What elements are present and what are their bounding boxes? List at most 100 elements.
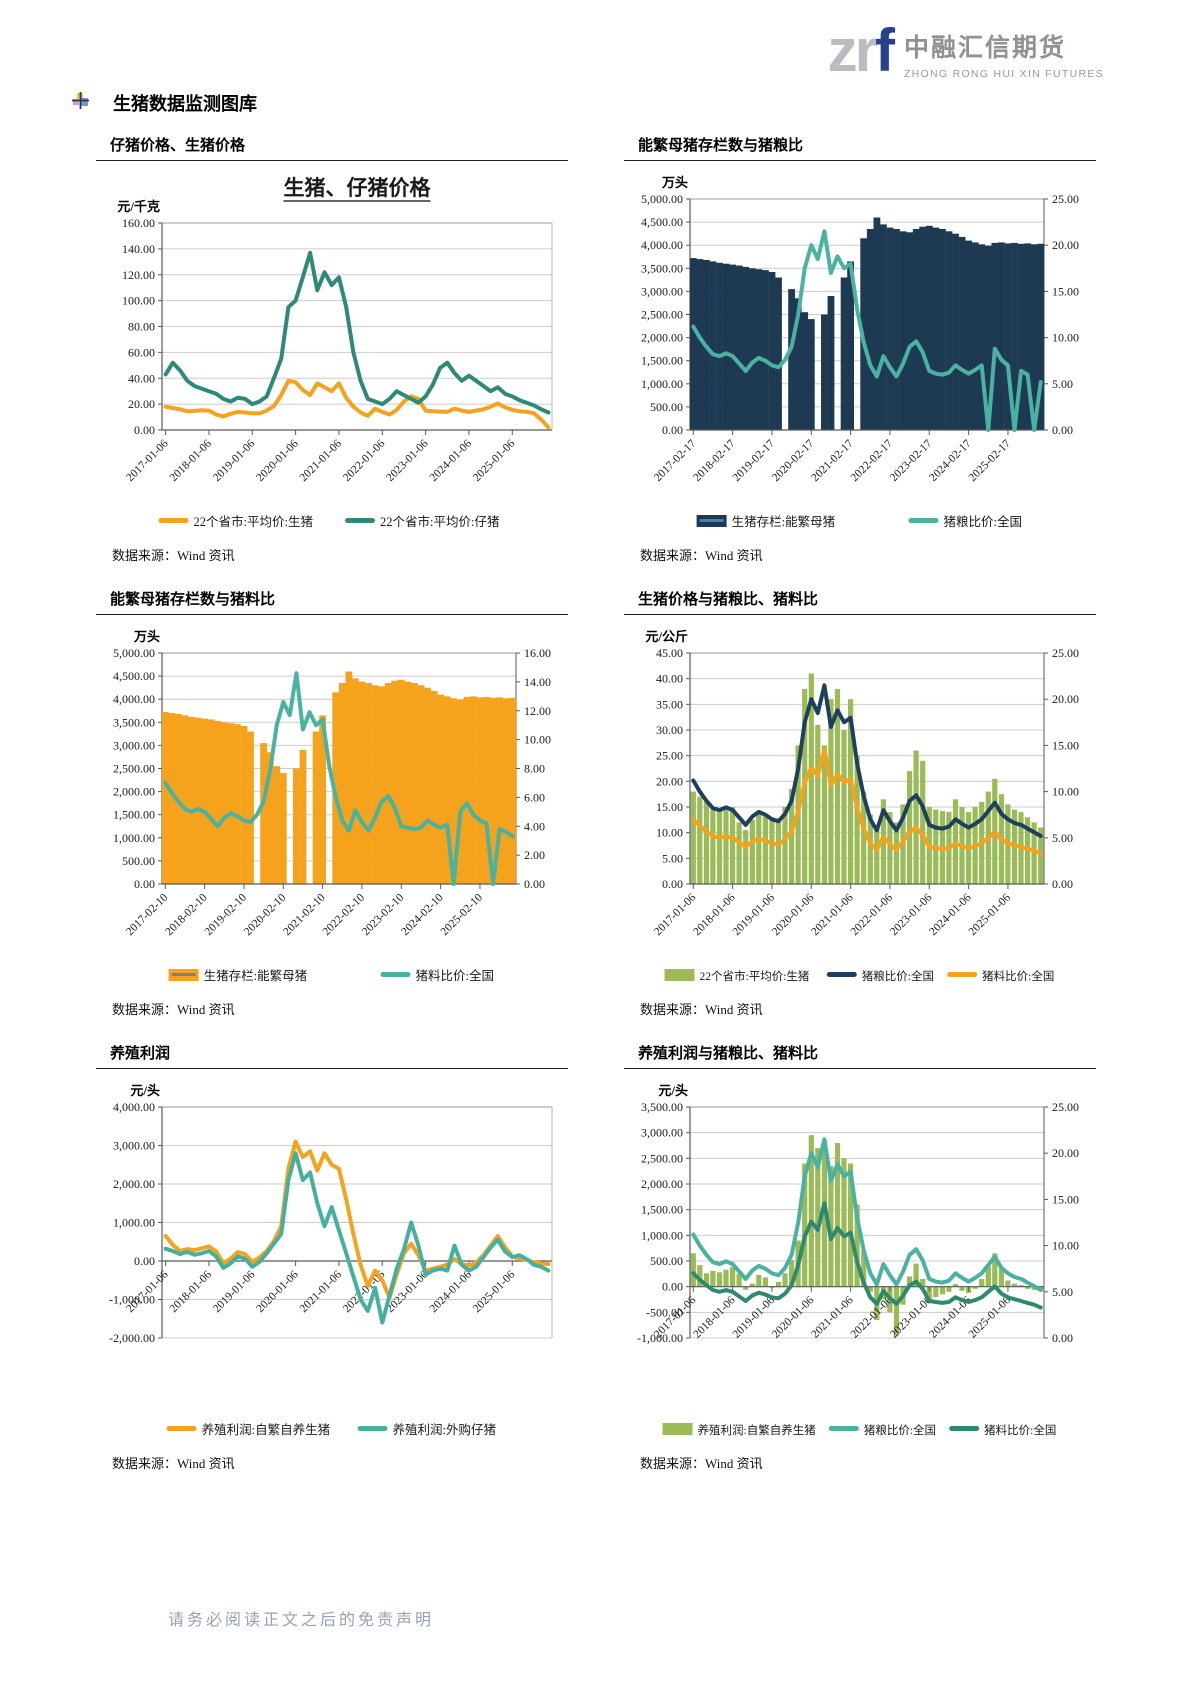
hog-piglet-price-chart: 0.00 20.00 40.00 60.00 80.00 100.00 120.00 140.…: [98, 165, 568, 545]
svg-text:0.00: 0.00: [134, 1254, 155, 1268]
svg-text:500.00: 500.00: [122, 854, 155, 868]
svg-text:20.00: 20.00: [656, 774, 683, 788]
svg-text:3,500.00: 3,500.00: [641, 261, 683, 275]
svg-text:25.00: 25.00: [1052, 1100, 1079, 1114]
svg-text:500.00: 500.00: [650, 1254, 683, 1268]
svg-text:30.00: 30.00: [656, 723, 683, 737]
panel-title: 能繁母猪存栏数与猪粮比: [638, 138, 804, 154]
svg-text:2025-01-06: 2025-01-06: [471, 437, 518, 484]
svg-text:1,500.00: 1,500.00: [641, 1203, 683, 1217]
profit-ratios-chart-svg: -1,000.00 -500.00 0.00 500.00 1,000.00 1,500.…: [637, 1083, 1079, 1437]
svg-text:20.00: 20.00: [1052, 1146, 1079, 1160]
svg-text:2,000.00: 2,000.00: [641, 1177, 683, 1191]
data-source: 数据来源：Wind 资讯: [640, 1002, 763, 1017]
svg-text:0.00: 0.00: [134, 423, 155, 437]
panel-title: 养殖利润与猪粮比、猪料比: [638, 1046, 819, 1062]
svg-text:5.00: 5.00: [1052, 1285, 1073, 1299]
svg-text:猪料比价:全国: 猪料比价:全国: [982, 969, 1054, 983]
data-source: 数据来源：Wind 资讯: [640, 548, 763, 563]
profit-ratios-chart: -1,000.00 -500.00 0.00 500.00 1,000.00 1,500.…: [626, 1073, 1096, 1453]
chart-panel-sow-feed-ratio: 能繁母猪存栏数与猪料比 0.00 500.00 1,000.00 1,500.00 2,…: [96, 588, 568, 1018]
svg-text:15.00: 15.00: [1052, 284, 1079, 298]
svg-text:2025-02-17: 2025-02-17: [967, 437, 1014, 484]
svg-text:5.00: 5.00: [1052, 831, 1073, 845]
svg-text:4,000.00: 4,000.00: [113, 692, 155, 706]
svg-text:元/头: 元/头: [130, 1083, 160, 1098]
svg-text:0.00: 0.00: [1052, 1331, 1073, 1345]
svg-text:0.00: 0.00: [524, 877, 545, 891]
panel-divider: [624, 160, 1096, 161]
svg-text:0.00: 0.00: [134, 877, 155, 891]
chart-panel-piglet-hog-price: 仔猪价格、生猪价格 0.00 20.00 40.00 60.00 80.00 100.00…: [96, 134, 568, 564]
sow-inventory-feed-ratio-chart: 0.00 500.00 1,000.00 1,500.00 2,000.00 2,500.…: [98, 619, 568, 999]
svg-text:5.00: 5.00: [1052, 377, 1073, 391]
svg-text:10.00: 10.00: [1052, 331, 1079, 345]
logo-f-letter: f: [874, 17, 895, 84]
panel-title: 能繁母猪存栏数与猪料比: [110, 592, 276, 608]
sow-inventory-grain-ratio-chart-svg: 0.00 500.00 1,000.00 1,500.00 2,000.00 2,500.…: [641, 175, 1079, 529]
hog-price-ratios-chart: 0.00 5.00 10.00 15.00 20.00 25.00 30.00 35.00 40…: [626, 619, 1096, 999]
svg-text:10.00: 10.00: [1052, 785, 1079, 799]
svg-text:2,000.00: 2,000.00: [641, 331, 683, 345]
svg-text:2025-01-06: 2025-01-06: [471, 1268, 518, 1315]
svg-text:2,500.00: 2,500.00: [641, 308, 683, 322]
breeding-profit-chart: -2,000.00 -1,000.00 0.00 1,000.00 2,000.00 3,…: [98, 1073, 568, 1453]
svg-text:猪粮比价:全国: 猪粮比价:全国: [864, 1423, 936, 1437]
svg-text:生猪存栏:能繁母猪: 生猪存栏:能繁母猪: [204, 968, 307, 983]
data-source: 数据来源：Wind 资讯: [112, 1002, 235, 1017]
chart-panel-hog-price-ratios: 生猪价格与猪粮比、猪料比 0.00 5.00 10.00 15.00 20.00 25.0…: [624, 588, 1096, 1018]
sow-inventory-grain-ratio-chart: 0.00 500.00 1,000.00 1,500.00 2,000.00 2,500.…: [626, 165, 1096, 545]
hog-price-ratios-chart-svg: 0.00 5.00 10.00 15.00 20.00 25.00 30.00 35.00 40…: [645, 629, 1079, 983]
svg-text:4,000.00: 4,000.00: [113, 1100, 155, 1114]
svg-text:2025-02-10: 2025-02-10: [439, 891, 486, 938]
company-logo: zrf 中融汇信期货 ZHONG RONG HUI XIN FUTURES: [828, 20, 1104, 82]
chart-grid: 仔猪价格、生猪价格 0.00 20.00 40.00 60.00 80.00 100.00…: [96, 134, 1096, 1472]
panel-divider: [96, 614, 568, 615]
svg-text:500.00: 500.00: [650, 400, 683, 414]
svg-text:-1,000.00: -1,000.00: [637, 1331, 683, 1345]
panel-divider: [96, 1068, 568, 1069]
svg-text:0.00: 0.00: [662, 423, 683, 437]
svg-text:3,000.00: 3,000.00: [113, 738, 155, 752]
logo-zrf-mark: zrf: [828, 17, 895, 84]
svg-text:0.00: 0.00: [1052, 423, 1073, 437]
svg-text:3,000.00: 3,000.00: [641, 284, 683, 298]
svg-text:15.00: 15.00: [1052, 1192, 1079, 1206]
svg-text:3,500.00: 3,500.00: [113, 715, 155, 729]
svg-text:20.00: 20.00: [128, 397, 155, 411]
page-title: 生猪数据监测图库: [113, 94, 257, 114]
svg-text:猪料比价:全国: 猪料比价:全国: [984, 1423, 1056, 1437]
svg-text:2,000.00: 2,000.00: [113, 1177, 155, 1191]
svg-text:20.00: 20.00: [1052, 692, 1079, 706]
svg-text:2024-01-06: 2024-01-06: [428, 437, 475, 484]
svg-text:-2,000.00: -2,000.00: [109, 1331, 155, 1345]
svg-text:12.00: 12.00: [524, 704, 551, 718]
panel-divider: [624, 614, 1096, 615]
svg-text:2.00: 2.00: [524, 848, 545, 862]
panel-divider: [624, 1068, 1096, 1069]
svg-text:22个省市:平均价:生猪: 22个省市:平均价:生猪: [700, 969, 810, 983]
breeding-profit-chart-svg: -2,000.00 -1,000.00 0.00 1,000.00 2,000.00 3,…: [109, 1083, 553, 1437]
svg-text:1,500.00: 1,500.00: [641, 354, 683, 368]
svg-text:2018-01-06: 2018-01-06: [168, 1268, 215, 1315]
svg-text:4,500.00: 4,500.00: [113, 669, 155, 683]
svg-text:40.00: 40.00: [656, 672, 683, 686]
svg-text:万头: 万头: [133, 629, 160, 644]
data-source: 数据来源：Wind 资讯: [640, 1456, 763, 1471]
svg-text:25.00: 25.00: [1052, 646, 1079, 660]
svg-text:10.00: 10.00: [656, 826, 683, 840]
svg-text:16.00: 16.00: [524, 646, 551, 660]
svg-text:2018-01-06: 2018-01-06: [168, 437, 215, 484]
svg-text:3,000.00: 3,000.00: [641, 1126, 683, 1140]
svg-text:2024-01-06: 2024-01-06: [428, 1268, 475, 1315]
svg-text:元/公斤: 元/公斤: [645, 629, 688, 644]
svg-text:45.00: 45.00: [656, 646, 683, 660]
svg-text:35.00: 35.00: [656, 697, 683, 711]
svg-text:猪料比价:全国: 猪料比价:全国: [416, 968, 494, 983]
svg-text:1,000.00: 1,000.00: [641, 1228, 683, 1242]
section-header: 生猪数据监测图库: [72, 90, 257, 116]
svg-text:2,500.00: 2,500.00: [113, 762, 155, 776]
svg-text:猪粮比价:全国: 猪粮比价:全国: [944, 514, 1022, 529]
hog-piglet-price-chart-svg: 0.00 20.00 40.00 60.00 80.00 100.00 120.00 140.…: [117, 176, 553, 529]
svg-text:25.00: 25.00: [1052, 192, 1079, 206]
